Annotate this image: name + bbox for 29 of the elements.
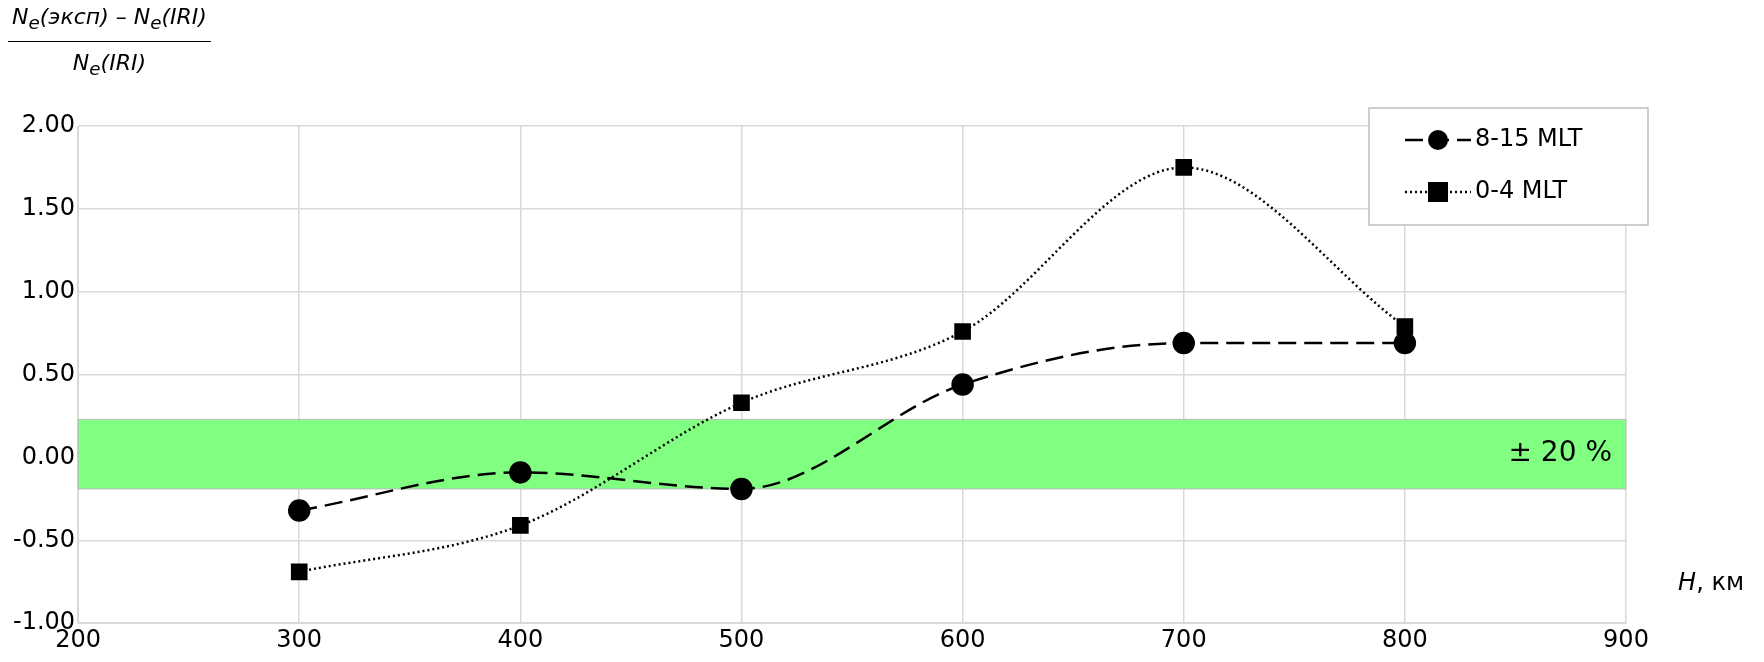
x-tick-label: 400	[497, 624, 544, 653]
point	[512, 517, 529, 534]
x-tick-label: 700	[1160, 624, 1207, 653]
point	[951, 373, 974, 396]
y-tick-label: -0.50	[12, 524, 76, 553]
x-tick-label: 800	[1381, 624, 1428, 653]
legend-label: 8-15 MLT	[1475, 124, 1583, 153]
legend-label: 0-4 MLT	[1475, 176, 1568, 205]
point	[733, 394, 750, 412]
point	[1175, 159, 1193, 176]
band-label: ± 20 %	[1508, 435, 1612, 469]
x-tick-label: 900	[1603, 624, 1649, 653]
x-tick-label: 500	[718, 624, 765, 653]
point	[1393, 331, 1417, 355]
x-axis-title: H, км	[1678, 568, 1744, 596]
point	[287, 499, 311, 522]
y-tick-label: 1.50	[21, 193, 76, 222]
y-tick-label: 2.00	[21, 110, 76, 139]
point	[730, 477, 753, 501]
x-tick-label: 600	[939, 624, 986, 653]
point	[1172, 331, 1195, 355]
y-tick-label: 0.50	[21, 358, 76, 387]
point	[290, 563, 308, 581]
text: N$_{e}$(эксп) – N$_{e}$(IRI) N$_{e}$(IRI)	[12, 4, 207, 80]
point	[509, 461, 532, 484]
x-tick-label: 300	[276, 624, 323, 653]
y-tick-label: 0.00	[21, 441, 76, 470]
y-tick-label: 1.00	[21, 275, 76, 304]
point	[954, 323, 971, 340]
